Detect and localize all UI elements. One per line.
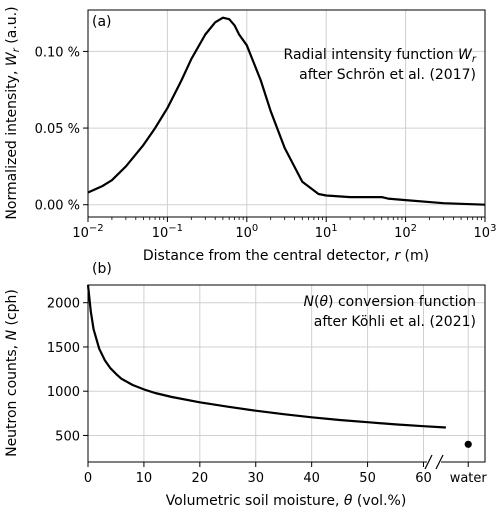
conversion-function-curve xyxy=(86,284,446,429)
panel-b-y-tick-label: 1500 xyxy=(47,341,80,356)
panel-a-label: (a) xyxy=(92,14,112,30)
tick-exponent: 2 xyxy=(411,223,417,234)
panel-a-y-axis-title: Normalized intensity, Wr (a.u.) xyxy=(4,6,22,219)
panel-b-conversion-function: 0 10 20 30 40 50 60 water 500 1000 1500 2000 (b) N… xyxy=(4,261,487,509)
panel-a-x-ticks: 10−2 10−1 100 101 102 103 xyxy=(72,217,496,241)
panel-b-annotation-symbol: N xyxy=(304,294,315,310)
panel-b-y-title-symbol: N xyxy=(4,329,20,340)
panel-b-x-title-unit: (vol.%) xyxy=(352,493,406,509)
tick-exponent: −2 xyxy=(89,223,104,234)
panel-b-x-tick-label: 40 xyxy=(303,471,320,486)
panel-b-x-tick-label: 0 xyxy=(84,471,92,486)
panel-a-x-tick-label: 10−1 xyxy=(152,223,183,241)
panel-a-x-tick-label: 101 xyxy=(315,223,338,241)
panel-a-frame xyxy=(87,9,486,218)
panel-b-x-tick-label: 10 xyxy=(136,471,153,486)
panel-b-y-tick-label: 1000 xyxy=(47,385,80,400)
panel-a-annotation-text: Radial intensity function xyxy=(284,47,458,63)
panel-b-x-title-text: Volumetric soil moisture, xyxy=(166,493,344,509)
panel-b-x-tick-label: 50 xyxy=(359,471,376,486)
panel-b-annotation-text: ) conversion function xyxy=(328,294,476,310)
panel-b-annotation-line2: after Köhli et al. (2021) xyxy=(314,314,476,330)
panel-a-y-title-unit: (a.u.) xyxy=(4,6,20,48)
panel-b-y-tick-label: 500 xyxy=(55,429,80,444)
panel-a-x-title-text: Distance from the central detector, xyxy=(143,248,394,264)
panel-b-x-axis-title: Volumetric soil moisture, θ (vol.%) xyxy=(166,493,407,509)
panel-b-x-tick-label: water xyxy=(450,471,488,486)
panel-b-y-title-text: Neutron counts, xyxy=(4,340,20,456)
panel-a-annotation-symbol: W xyxy=(458,47,473,63)
panel-b-x-title-symbol: θ xyxy=(344,493,353,509)
tick-base: 10 xyxy=(315,226,332,241)
panel-a-y-tick-label: 0.00 % xyxy=(35,199,80,214)
water-point xyxy=(464,440,472,448)
panel-b-x-tick-label: 60 xyxy=(415,471,432,486)
panel-b-y-ticks: 500 1000 1500 2000 xyxy=(47,297,88,444)
tick-base: 10 xyxy=(235,226,252,241)
tick-exponent: 0 xyxy=(252,223,258,234)
panel-b-annotation-theta: θ xyxy=(319,294,328,310)
panel-b-annotation-line1: N(θ) conversion function xyxy=(304,294,477,310)
panel-a-y-tick-label: 0.10 % xyxy=(35,45,80,60)
tick-exponent: 3 xyxy=(490,223,496,234)
panel-a-x-tick-label: 100 xyxy=(235,223,258,241)
panel-b-x-ticks: 0 10 20 30 40 50 60 water xyxy=(84,462,488,486)
panel-a-x-title-symbol: r xyxy=(394,248,401,264)
panel-a-grid xyxy=(87,10,486,217)
tick-base: 10 xyxy=(474,226,491,241)
panel-a-x-title-unit: (m) xyxy=(400,248,429,264)
tick-exponent: 1 xyxy=(331,223,337,234)
panel-a-y-title-symbol: W xyxy=(4,51,20,66)
tick-base: 10 xyxy=(394,226,411,241)
panel-b-annotation-paren-open: ( xyxy=(314,294,319,310)
panel-b-y-axis-title: Neutron counts, N (cph) xyxy=(4,289,20,457)
panel-b-x-tick-label: 20 xyxy=(192,471,209,486)
panel-b-grid xyxy=(87,285,485,462)
tick-base: 10 xyxy=(72,226,89,241)
panel-a-y-title-subscript: r xyxy=(11,47,22,52)
panel-a-radial-intensity: 10−2 10−1 100 101 102 103 0.00 %0.05 %0.10 % … xyxy=(4,6,496,264)
panel-b-label: (b) xyxy=(92,261,112,277)
panel-a-annotation-line1: Radial intensity function Wr xyxy=(284,47,477,65)
tick-base: 10 xyxy=(152,226,169,241)
panel-a-x-tick-label: 10−2 xyxy=(72,223,103,241)
panel-b-y-tick-label: 2000 xyxy=(47,297,80,312)
panel-a-annotation-line2: after Schrön et al. (2017) xyxy=(299,67,476,83)
panel-b-y-title-unit: (cph) xyxy=(4,289,20,330)
panel-a-x-axis-title: Distance from the central detector, r (m… xyxy=(143,248,429,264)
panel-a-y-ticks: 0.00 % 0.05 % 0.10 % xyxy=(35,45,88,214)
panel-a-annotation-subscript: r xyxy=(472,54,477,65)
axis-break-slash-right xyxy=(435,454,444,470)
axis-break-slash-left xyxy=(424,454,433,470)
x-axis-break-marker xyxy=(424,454,444,470)
panel-a-y-title-text: Normalized intensity, xyxy=(4,66,20,219)
panel-a-x-tick-label: 103 xyxy=(474,223,497,241)
radial-intensity-curve xyxy=(87,16,486,206)
panel-a-y-tick-label: 0.05 % xyxy=(35,122,80,137)
panel-b-x-tick-label: 30 xyxy=(247,471,264,486)
panel-a-x-tick-label: 102 xyxy=(394,223,417,241)
tick-exponent: −1 xyxy=(168,223,183,234)
panel-b-frame xyxy=(87,284,486,463)
